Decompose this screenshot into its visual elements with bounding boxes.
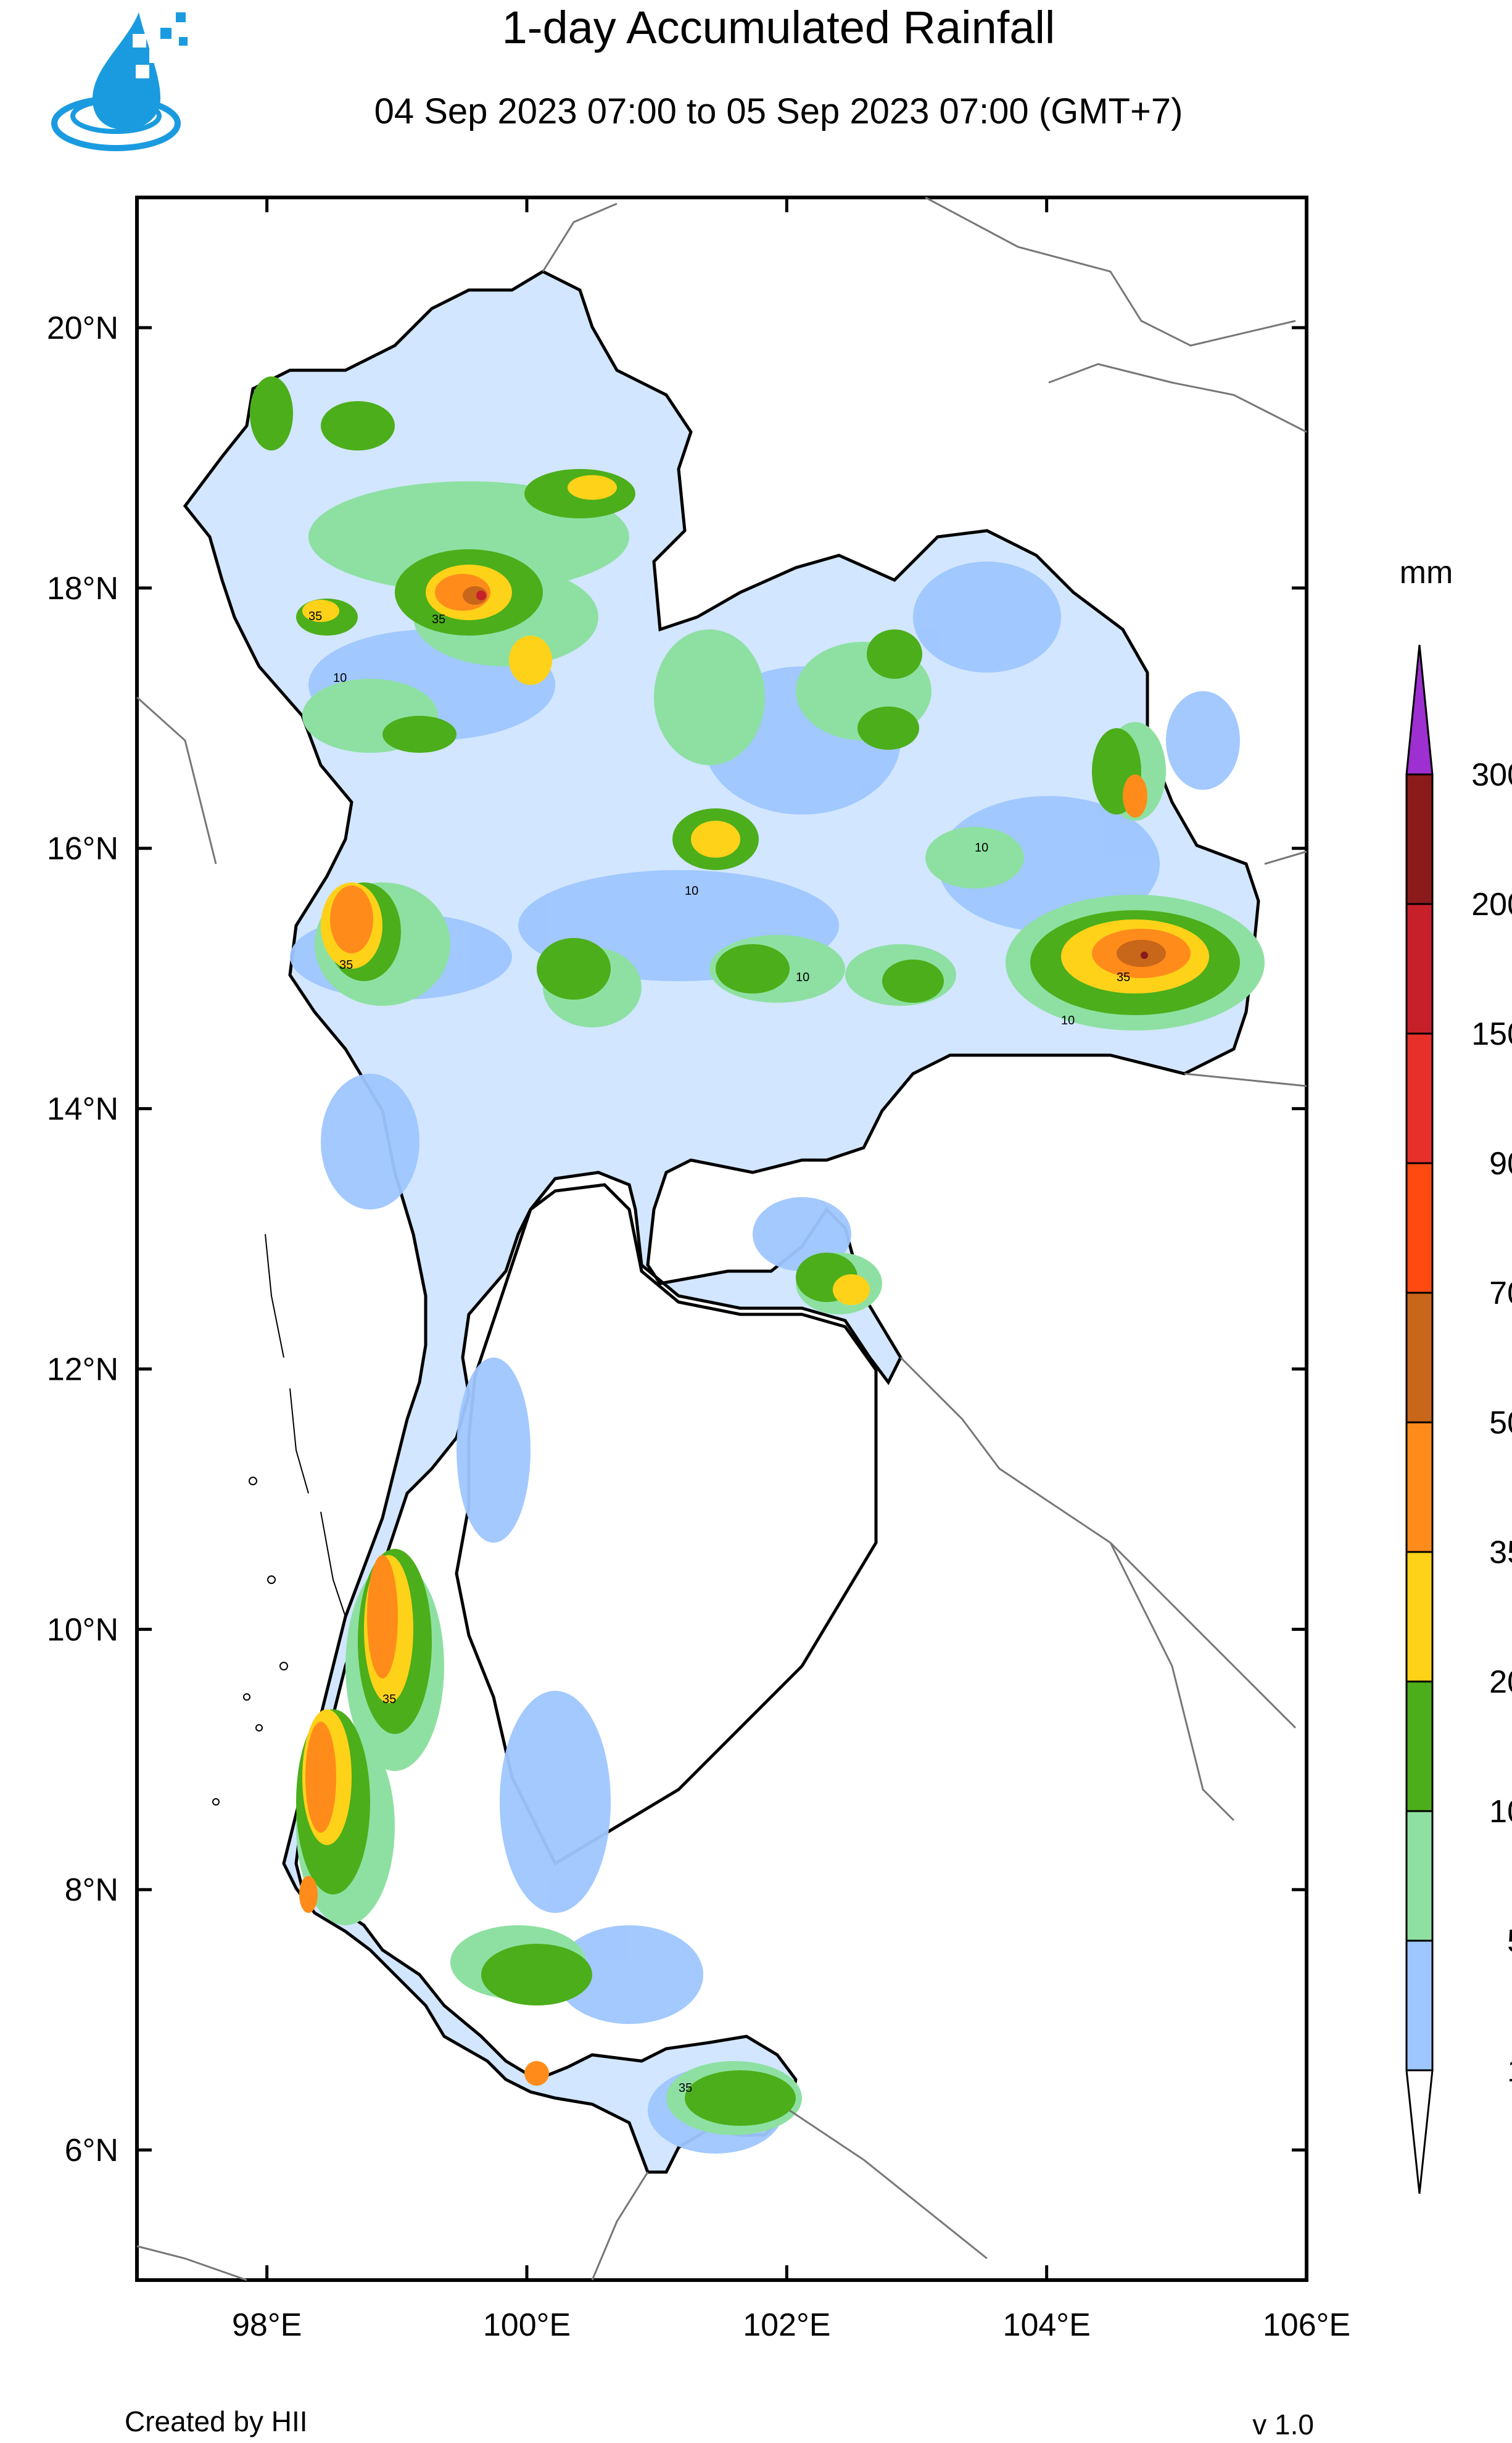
colorbar-level-label: 10 bbox=[1489, 1794, 1512, 1830]
contour-label: 10 bbox=[1061, 1014, 1075, 1027]
x-axis: 98°E 100°E 102°E 104°E 106°E bbox=[232, 197, 1350, 2343]
neighbor-borders bbox=[136, 196, 1307, 2281]
colorbar-swatch bbox=[1405, 1551, 1434, 1683]
contour-label: 10 bbox=[333, 671, 347, 685]
colorbar-swatch bbox=[1405, 1292, 1434, 1424]
version-label: v 1.0 bbox=[1252, 2408, 1314, 2441]
y-tick-label: 16°N bbox=[47, 831, 118, 867]
x-tick-label: 106°E bbox=[1263, 2307, 1350, 2343]
contour-label: 10 bbox=[685, 884, 698, 898]
colorbar-level-label: 150 bbox=[1471, 1016, 1512, 1052]
y-axis: 20°N 18°N 16°N 14°N 12°N 10°N 8°N 6°N bbox=[47, 310, 1307, 2168]
contour-label: 10 bbox=[975, 841, 988, 855]
rain-zone-50-70 bbox=[299, 574, 1191, 2086]
y-tick-label: 18°N bbox=[47, 571, 118, 607]
contour-label: 35 bbox=[679, 2081, 692, 2095]
colorbar-swatch bbox=[1405, 1810, 1434, 1942]
colorbar-level-label: 70 bbox=[1489, 1275, 1512, 1311]
colorbar: mm 300 200 150 90 70 50 35 20 10 5 1 bbox=[1400, 555, 1512, 2194]
colorbar-swatch bbox=[1405, 773, 1434, 905]
colorbar-level-label: 200 bbox=[1471, 887, 1512, 923]
colorbar-level-label: 300 bbox=[1471, 757, 1512, 793]
map-subtitle: 04 Sep 2023 07:00 to 05 Sep 2023 07:00 (… bbox=[374, 91, 1183, 131]
colorbar-level-label: 90 bbox=[1489, 1146, 1512, 1182]
x-tick-label: 98°E bbox=[232, 2307, 302, 2343]
colorbar-over-triangle bbox=[1405, 644, 1434, 776]
colorbar-swatch bbox=[1405, 1421, 1434, 1553]
colorbar-level-label: 5 bbox=[1507, 1923, 1512, 1959]
map-panel: 35 35 10 35 35 10 10 10 10 35 35 bbox=[135, 196, 1308, 2282]
colorbar-unit-label: mm bbox=[1400, 555, 1453, 591]
y-tick-label: 10°N bbox=[47, 1612, 118, 1648]
water-drop-logo-icon bbox=[51, 12, 188, 151]
x-tick-label: 102°E bbox=[743, 2307, 830, 2343]
colorbar-level-label: 50 bbox=[1489, 1405, 1512, 1441]
x-tick-label: 104°E bbox=[1003, 2307, 1091, 2343]
colorbar-level-label: 1 bbox=[1507, 2053, 1512, 2089]
colorbar-swatch bbox=[1405, 1680, 1434, 1812]
y-tick-label: 20°N bbox=[47, 310, 118, 346]
contour-label: 10 bbox=[796, 971, 809, 984]
colorbar-under-triangle bbox=[1405, 2069, 1434, 2194]
y-tick-label: 6°N bbox=[65, 2133, 118, 2168]
contour-label: 35 bbox=[339, 958, 353, 972]
colorbar-swatch bbox=[1405, 1162, 1434, 1294]
y-tick-label: 12°N bbox=[47, 1351, 118, 1387]
contour-label: 35 bbox=[382, 1693, 396, 1706]
x-tick-label: 100°E bbox=[483, 2307, 571, 2343]
colorbar-swatch bbox=[1405, 1939, 1434, 2072]
colorbar-swatch bbox=[1405, 1032, 1434, 1164]
map-title: 1-day Accumulated Rainfall bbox=[502, 2, 1056, 53]
contour-labels: 35 35 10 35 35 10 10 10 10 35 35 bbox=[308, 610, 1130, 2095]
colorbar-swatch bbox=[1405, 903, 1434, 1035]
contour-label: 35 bbox=[432, 613, 445, 626]
andaman-islands bbox=[212, 1234, 346, 1806]
y-tick-label: 8°N bbox=[65, 1872, 118, 1908]
country-outline-thailand bbox=[183, 270, 1260, 2174]
y-tick-label: 14°N bbox=[47, 1092, 118, 1127]
colorbar-level-label: 20 bbox=[1489, 1664, 1512, 1700]
contour-label: 35 bbox=[308, 610, 322, 623]
credit-label: Created by HII bbox=[125, 2405, 308, 2437]
colorbar-level-label: 35 bbox=[1489, 1535, 1512, 1570]
rain-zone-70-plus bbox=[463, 586, 1166, 967]
contour-label: 35 bbox=[1117, 971, 1130, 984]
